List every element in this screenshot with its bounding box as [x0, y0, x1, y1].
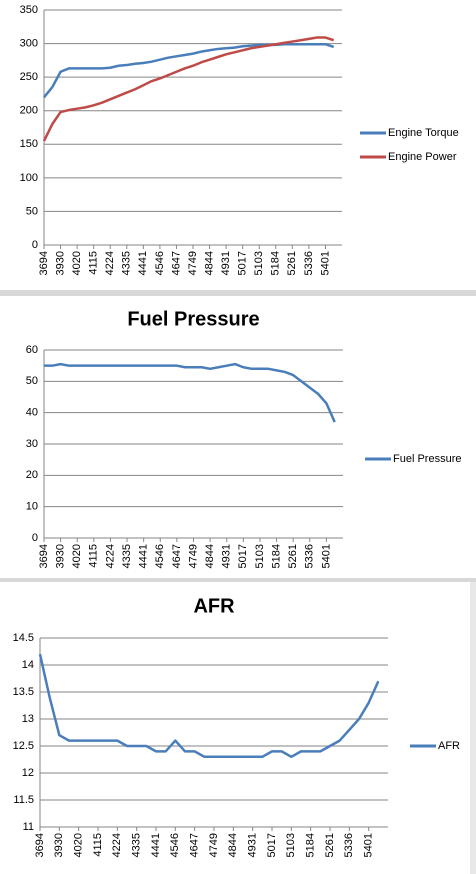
- x-tick-label: 5336: [343, 833, 355, 857]
- y-tick-label: 0: [32, 239, 38, 251]
- y-tick-label: 13.5: [13, 686, 34, 698]
- x-tick-label: 4931: [220, 251, 232, 275]
- separator: [0, 578, 476, 582]
- x-tick-label: 4647: [170, 251, 182, 275]
- x-tick-label: 4749: [208, 833, 220, 857]
- chart-title: Fuel Pressure: [127, 308, 259, 330]
- x-tick-label: 4020: [71, 544, 83, 568]
- x-tick-label: 4335: [131, 833, 143, 857]
- x-tick-label: 3930: [54, 251, 66, 275]
- y-tick-label: 350: [20, 4, 38, 16]
- x-tick-label: 4441: [138, 544, 150, 568]
- y-tick-label: 40: [26, 407, 38, 419]
- x-tick-label: 4115: [88, 251, 100, 275]
- x-tick-label: 5401: [363, 833, 375, 857]
- x-tick-label: 4020: [71, 251, 83, 275]
- x-tick-label: 5336: [304, 544, 316, 568]
- x-tick-label: 5103: [253, 251, 265, 275]
- y-tick-label: 250: [20, 71, 38, 83]
- x-tick-label: 4647: [189, 833, 201, 857]
- x-tick-label: 4224: [104, 544, 116, 568]
- x-tick-label: 4647: [171, 544, 183, 568]
- y-tick-label: 11: [23, 821, 34, 833]
- x-tick-label: 4546: [154, 544, 166, 568]
- series-line: [42, 36, 335, 142]
- x-tick-label: 4546: [169, 833, 181, 857]
- x-tick-label: 5184: [270, 544, 282, 568]
- y-tick-label: 30: [26, 438, 38, 450]
- y-tick-label: 14: [22, 659, 34, 671]
- y-tick-label: 150: [20, 138, 38, 150]
- y-tick-label: 20: [26, 469, 38, 481]
- x-tick-label: 4335: [121, 251, 133, 275]
- x-tick-label: 5401: [320, 544, 332, 568]
- x-tick-label: 4441: [137, 251, 149, 275]
- chart-title: AFR: [193, 595, 235, 617]
- x-tick-label: 5261: [324, 833, 336, 857]
- x-tick-label: 4844: [203, 251, 215, 275]
- x-tick-label: 3694: [38, 251, 50, 275]
- y-tick-label: 60: [26, 344, 38, 356]
- y-tick-label: 11.5: [13, 794, 34, 806]
- x-tick-label: 4844: [204, 544, 216, 568]
- series-line: [38, 653, 380, 759]
- series-line: [43, 42, 335, 99]
- series-line: [44, 362, 336, 423]
- y-tick-label: 50: [26, 375, 38, 387]
- legend-label: Engine Torque: [388, 127, 459, 139]
- y-tick-label: 200: [20, 105, 38, 117]
- x-tick-label: 5017: [266, 833, 278, 857]
- x-tick-label: 5103: [254, 544, 266, 568]
- y-tick-label: 0: [32, 532, 38, 544]
- x-tick-label: 4749: [187, 544, 199, 568]
- scrollbar: [470, 582, 476, 874]
- x-tick-label: 4020: [73, 833, 85, 857]
- legend-label: Fuel Pressure: [393, 453, 461, 465]
- x-tick-label: 4844: [227, 833, 239, 857]
- x-tick-label: 4335: [121, 544, 133, 568]
- separator: [0, 290, 476, 296]
- x-tick-label: 3930: [55, 544, 67, 568]
- x-tick-label: 3930: [53, 833, 65, 857]
- x-tick-label: 5184: [305, 833, 317, 857]
- legend-label: Engine Power: [388, 151, 457, 163]
- x-tick-label: 3694: [38, 544, 50, 568]
- x-tick-label: 5017: [237, 544, 249, 568]
- x-tick-label: 4441: [150, 833, 162, 857]
- y-tick-label: 14.5: [13, 632, 34, 644]
- x-tick-label: 4749: [187, 251, 199, 275]
- x-tick-label: 5017: [237, 251, 249, 275]
- x-tick-label: 4115: [92, 833, 104, 857]
- y-tick-label: 12: [22, 767, 34, 779]
- y-tick-label: 300: [20, 37, 38, 49]
- y-tick-label: 100: [20, 172, 38, 184]
- x-tick-label: 3694: [34, 833, 46, 857]
- x-tick-label: 4931: [247, 833, 259, 857]
- x-tick-label: 5336: [303, 251, 315, 275]
- x-tick-label: 4115: [88, 544, 100, 568]
- x-tick-label: 5103: [285, 833, 297, 857]
- y-tick-label: 10: [26, 501, 38, 513]
- x-tick-label: 5401: [319, 251, 331, 275]
- x-tick-label: 4931: [221, 544, 233, 568]
- x-tick-label: 4224: [111, 833, 123, 857]
- y-tick-label: 50: [26, 205, 38, 217]
- legend-label: AFR: [438, 740, 460, 752]
- y-tick-label: 13: [22, 713, 34, 725]
- x-tick-label: 5261: [286, 251, 298, 275]
- x-tick-label: 5261: [287, 544, 299, 568]
- x-tick-label: 4224: [104, 251, 116, 275]
- x-tick-label: 5184: [270, 251, 282, 275]
- x-tick-label: 4546: [154, 251, 166, 275]
- y-tick-label: 12.5: [13, 740, 34, 752]
